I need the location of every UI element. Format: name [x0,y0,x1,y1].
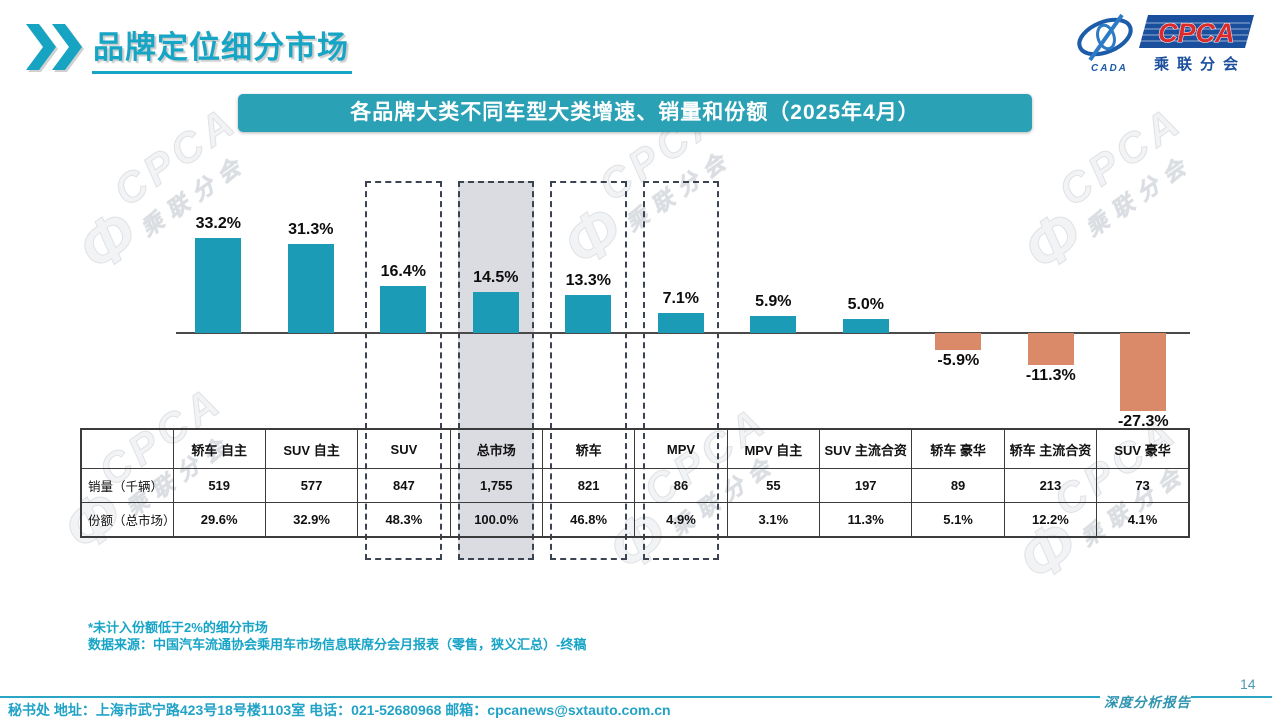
footnote-exclusion: *未计入份额低于2%的细分市场 [88,620,268,635]
page-number: 14 [1240,676,1256,692]
svg-text:CADA: CADA [1091,63,1128,74]
svg-text:乘联分会: 乘联分会 [1153,55,1246,73]
bar-value-label: 5.9% [755,293,792,311]
table-cell: 48.3% [357,502,451,538]
table-column-header: 总市场 [449,428,543,469]
bar-6 [657,312,704,333]
cpca-logo: CADA CPCA 乘联分会 [1074,12,1254,79]
cada-emblem-icon: CADA [1077,13,1133,74]
bar-5 [565,295,612,333]
bar-value-label: -5.9% [937,351,980,369]
table-cell: 11.3% [819,502,913,538]
bar-4 [472,291,519,333]
table-column-header: MPV [634,428,728,469]
table-cell: 213 [1003,468,1098,503]
bar-1 [195,238,242,333]
page-title: 品牌定位细分市场 [92,22,352,74]
table-column-header: 轿车 主流合资 [1003,428,1098,469]
table-cell: 89 [911,468,1005,503]
table-row-header: 份额（总市场） [80,502,176,538]
bar-2 [287,243,334,333]
table-row: 销量（千辆） 519 577 847 1,755 821 86 55 197 89 213 73 [80,468,1190,503]
bar-value-label: -27.3% [1117,412,1169,430]
cpca-wordmark: CPCA 乘联分会 [1139,15,1254,73]
bar-3 [380,286,427,333]
table-column-header: 轿车 自主 [172,428,266,469]
bar-value-label: 16.4% [380,263,426,281]
bar-value-label: -11.3% [1025,367,1076,385]
bar-7 [750,316,797,333]
page-header: 品牌定位细分市场 [26,22,352,74]
bar-8 [842,318,889,334]
highlight-box-6 [642,181,719,560]
table-cell: 577 [264,468,359,503]
table-cell: 3.1% [726,502,821,538]
table-row-header: 销量（千辆） [80,468,174,503]
double-chevron-icon [26,24,82,70]
table-cell: 86 [634,468,728,503]
footnote-source: 数据来源：中国汽车流通协会乘用车市场信息联席分会月报表（零售，狭义汇总）-终稿 [88,637,587,652]
table-cell: 4.9% [634,502,728,538]
table-column-header: SUV 自主 [264,428,359,469]
data-table: 轿车 自主 SUV 自主 SUV 总市场 轿车 MPV MPV 自主 SUV 主流合资 轿车 豪… [80,428,1190,538]
table-cell: 46.8% [541,502,636,538]
footer-rule-left [0,696,1100,698]
table-cell: 32.9% [264,502,359,538]
table-cell: 4.1% [1096,502,1190,538]
table-cell: 100.0% [449,502,543,538]
bar-value-label: 7.1% [662,289,700,307]
table-column-header: MPV 自主 [726,428,821,469]
table-corner-cell [80,428,174,469]
table-cell: 821 [541,468,636,503]
table-column-header: 轿车 [541,428,636,469]
chart-title-banner: 各品牌大类不同车型大类增速、销量和份额（2025年4月） [238,94,1032,132]
footer-rule-right [1190,696,1272,698]
table-cell: 197 [819,468,913,503]
bar-value-label: 14.5% [473,268,519,286]
table-cell: 55 [726,468,821,503]
svg-text:CPCA: CPCA [1158,18,1235,48]
table-row: 份额（总市场） 29.6% 32.9% 48.3% 100.0% 46.8% 4.9% 3.1… [80,502,1190,538]
table-column-header: SUV 豪华 [1096,428,1190,469]
footer-report-label: 深度分析报告 [1104,691,1191,711]
bar-value-label: 13.3% [565,272,611,290]
x-axis-line [176,332,1190,334]
footnotes: *未计入份额低于2%的细分市场 数据来源：中国汽车流通协会乘用车市场信息联席分会… [88,619,586,653]
bar-value-label: 33.2% [195,215,241,233]
table-cell: 12.2% [1003,502,1098,538]
table-cell: 5.1% [911,502,1005,538]
highlight-box-5 [550,181,627,560]
table-column-header: SUV 主流合资 [819,428,913,469]
highlight-box-3 [365,181,442,560]
footer-secretariat: 秘书处 地址：上海市武宁路423号18号楼1103室 电话：021-526809… [8,702,671,718]
bar-value-label: 5.0% [847,295,885,313]
table-cell: 29.6% [172,502,266,538]
bar-11 [1120,333,1167,411]
table-column-header: SUV [357,428,451,469]
table-column-header: 轿车 豪华 [911,428,1005,469]
table-cell: 73 [1096,468,1190,503]
bar-9 [935,333,982,350]
table-cell: 519 [172,468,266,503]
table-cell: 1,755 [449,468,543,503]
bar-value-label: 31.3% [288,220,334,238]
table-cell: 847 [357,468,451,503]
bar-10 [1027,333,1074,366]
